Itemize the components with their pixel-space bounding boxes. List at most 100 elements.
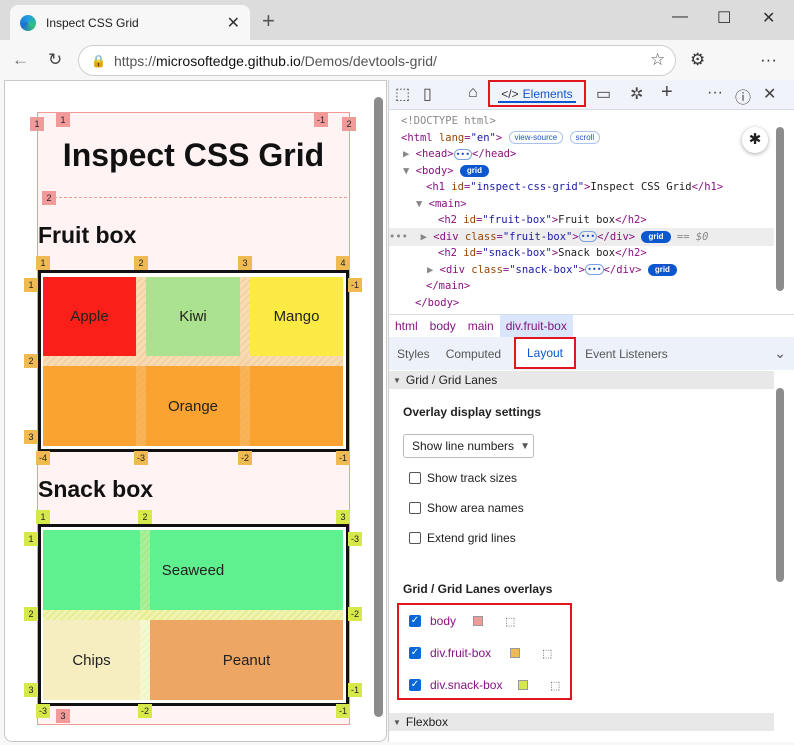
browser-tab[interactable]: Inspect CSS Grid ✕ <box>10 5 250 40</box>
line-number-badge: 1 <box>30 117 44 131</box>
tab-computed[interactable]: Computed <box>445 346 502 361</box>
expand-icon: ▶ <box>403 148 410 160</box>
collapse-icon: ▼ <box>403 164 410 177</box>
close-tab-icon[interactable]: ✕ <box>226 14 240 32</box>
url-input[interactable]: 🔒 https://microsoftedge.github.io/Demos/… <box>78 45 676 76</box>
more-menu-icon[interactable]: ··· <box>760 50 777 69</box>
line-number-badge: 2 <box>42 191 56 205</box>
console-icon[interactable]: ▭ <box>596 86 612 103</box>
highlight-element-icon[interactable]: ⬚ <box>550 679 561 692</box>
layout-scrollbar[interactable] <box>776 372 786 732</box>
help-icon[interactable]: ⓘ <box>735 90 752 107</box>
dom-line[interactable]: <h2 id="snack-box">Snack box</h2> <box>438 247 647 259</box>
grid-section-header[interactable]: ▼ Grid / Grid Lanes <box>389 371 774 389</box>
fruit-box-heading: Fruit box <box>38 222 137 248</box>
scroll-badge[interactable]: scroll <box>569 131 601 144</box>
view-source-badge[interactable]: view-source <box>508 131 564 144</box>
tab-styles[interactable]: Styles <box>397 346 430 361</box>
url-prefix: https:// <box>113 52 156 69</box>
breadcrumb-main[interactable]: main <box>467 319 494 333</box>
row-gap <box>43 610 343 620</box>
dom-scrollbar[interactable] <box>776 115 786 307</box>
row-gap <box>43 356 343 366</box>
show-track-sizes-checkbox[interactable]: Show track sizes <box>409 471 517 485</box>
dom-line[interactable]: </body> <box>415 296 460 309</box>
close-devtools-icon[interactable]: ✕ <box>763 86 777 103</box>
devtools-panel <box>388 80 794 742</box>
line-number-badge: 3 <box>24 683 38 697</box>
collapse-icon: ▼ <box>393 717 401 727</box>
grid-badge[interactable]: grid <box>641 230 671 243</box>
highlight-element-icon[interactable]: ⬚ <box>505 615 516 628</box>
dom-line[interactable]: ▶ <div class="snack-box"> ••• </div> grid <box>427 262 677 279</box>
breadcrumb-body[interactable]: body <box>429 319 456 333</box>
inspect-element-icon[interactable]: ⬚ <box>395 86 411 103</box>
grid-cell-orange: Orange <box>43 366 343 446</box>
overlay-snack-box[interactable]: ✓ div.snack-box ⬚ <box>409 678 561 692</box>
line-number-badge: -3 <box>134 451 148 465</box>
line-number-badge: 1 <box>24 532 38 546</box>
bug-icon[interactable]: ✲ <box>630 86 644 103</box>
line-number-badge: 3 <box>336 510 350 524</box>
color-swatch[interactable] <box>510 648 520 658</box>
dom-line[interactable]: ▶ <head> ••• </head> <box>403 148 517 160</box>
dom-line[interactable]: <html lang="en"> view-source scroll <box>401 130 601 147</box>
dom-line[interactable]: <h2 id="fruit-box">Fruit box</h2> <box>438 214 647 226</box>
maximize-button[interactable]: ☐ <box>717 10 732 27</box>
grid-badge[interactable]: grid <box>647 263 677 276</box>
line-number-badge: -2 <box>348 607 362 621</box>
lock-icon: 🔒 <box>91 53 106 68</box>
chevron-down-icon[interactable]: ⌄ <box>774 345 786 361</box>
breadcrumb-html[interactable]: html <box>395 319 418 333</box>
url-path: /Demos/devtools-grid/ <box>300 52 437 69</box>
refresh-icon[interactable]: ↻ <box>48 50 63 69</box>
line-number-badge: 1 <box>56 113 70 127</box>
new-tab-button[interactable]: + <box>262 8 275 33</box>
line-numbers-select[interactable]: Show line numbers ▼ <box>403 434 534 458</box>
overlay-body[interactable]: ✓ body ⬚ <box>409 614 516 628</box>
dom-line-selected[interactable]: ••• ▶ <div class="fruit-box"> ••• </div> g… <box>389 230 709 243</box>
show-area-names-checkbox[interactable]: Show area names <box>409 501 524 515</box>
dom-line[interactable]: </main> <box>426 280 471 292</box>
breadcrumb: html body main div.fruit-box <box>389 314 794 337</box>
dom-line[interactable]: ▼ <body> grid <box>403 163 490 180</box>
overlay-fruit-box[interactable]: ✓ div.fruit-box ⬚ <box>409 646 553 660</box>
extend-grid-lines-checkbox[interactable]: Extend grid lines <box>409 531 516 545</box>
dom-line[interactable]: ▼ <main> <box>416 197 467 210</box>
welcome-home-icon[interactable]: ⌂ <box>468 84 478 101</box>
dom-line[interactable]: <h1 id="inspect-css-grid">Inspect CSS Gr… <box>426 181 724 193</box>
minimize-button[interactable]: — <box>672 8 688 25</box>
tab-elements[interactable]: </> Elements <box>488 80 586 107</box>
line-number-badge: 2 <box>134 256 148 270</box>
line-number-badge: -2 <box>238 451 252 465</box>
column-gap <box>136 366 146 446</box>
color-swatch[interactable] <box>518 680 528 690</box>
overlays-highlight-box <box>397 603 572 700</box>
line-number-badge: 3 <box>56 709 70 723</box>
accessibility-icon[interactable]: ✱ <box>742 127 768 153</box>
tab-title: Inspect CSS Grid <box>46 15 139 30</box>
tab-layout[interactable]: Layout <box>514 337 576 369</box>
highlight-element-icon[interactable]: ⬚ <box>542 647 553 660</box>
devtools-toolbar <box>389 80 794 110</box>
more-tools-plus-icon[interactable]: + <box>661 81 673 103</box>
page-title: Inspect CSS Grid <box>62 137 325 173</box>
subtab-bar: Styles Computed Event Listeners ⌄ <box>389 337 794 370</box>
device-emulation-icon[interactable]: ▯ <box>423 86 432 103</box>
more-options-icon[interactable]: ··· <box>707 84 723 101</box>
favorite-star-icon[interactable]: ☆ <box>650 50 666 69</box>
breadcrumb-div-fruit-box[interactable]: div.fruit-box <box>499 315 573 337</box>
page-scrollbar[interactable] <box>374 97 384 733</box>
snack-box-heading: Snack box <box>38 476 154 502</box>
line-number-badge: 1 <box>36 510 50 524</box>
grid-badge[interactable]: grid <box>459 164 490 177</box>
dom-line[interactable]: <!DOCTYPE html> <box>401 115 496 127</box>
close-window-button[interactable]: ✕ <box>762 10 776 27</box>
flexbox-section-header[interactable]: ▼ Flexbox <box>389 713 774 731</box>
tab-event-listeners[interactable]: Event Listeners <box>585 346 668 361</box>
color-swatch[interactable] <box>473 616 483 626</box>
overlay-settings-heading: Overlay display settings <box>403 405 542 419</box>
extensions-icon[interactable]: ⚙ <box>690 50 706 69</box>
back-icon[interactable]: ← <box>12 50 29 69</box>
line-number-badge: 2 <box>342 117 356 131</box>
